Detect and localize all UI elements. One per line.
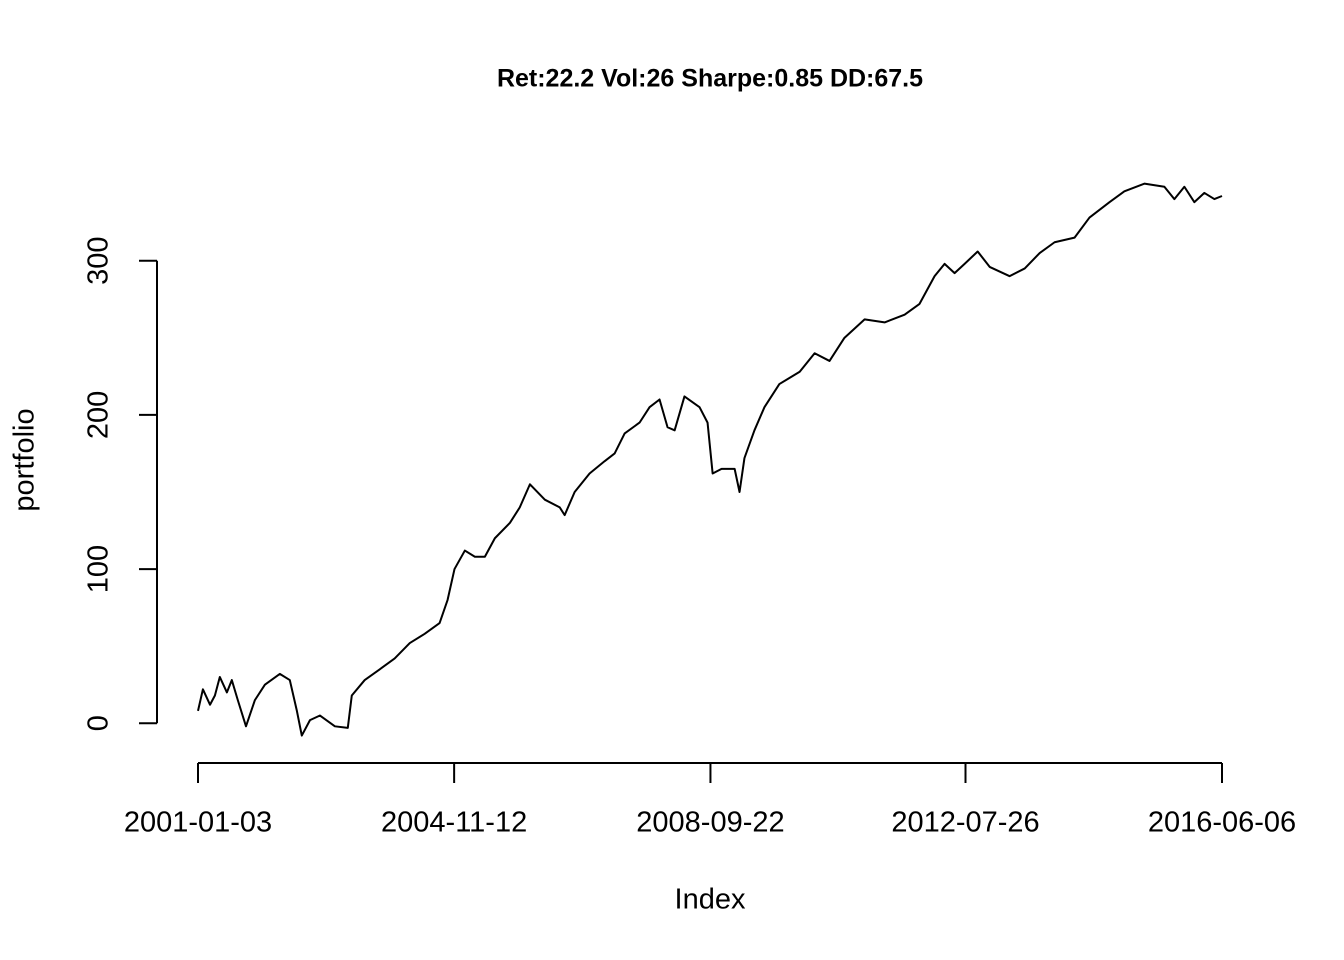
data-line	[197, 182, 1223, 737]
y-tick-label: 300	[83, 237, 115, 285]
x-tick-label: 2012-07-26	[891, 807, 1039, 839]
x-tick-label: 2001-01-03	[124, 807, 272, 839]
x-tick-label: 2016-06-06	[1148, 807, 1296, 839]
y-tick-label: 0	[83, 715, 115, 731]
y-tick-label: 100	[83, 545, 115, 593]
y-tick-label: 200	[83, 391, 115, 439]
x-tick-label: 2008-09-22	[636, 807, 784, 839]
y-axis-label: portfolio	[9, 408, 41, 511]
x-tick-label: 2004-11-12	[381, 807, 527, 839]
x-axis-label: Index	[675, 884, 746, 916]
chart-title: Ret:22.2 Vol:26 Sharpe:0.85 DD:67.5	[497, 65, 923, 93]
